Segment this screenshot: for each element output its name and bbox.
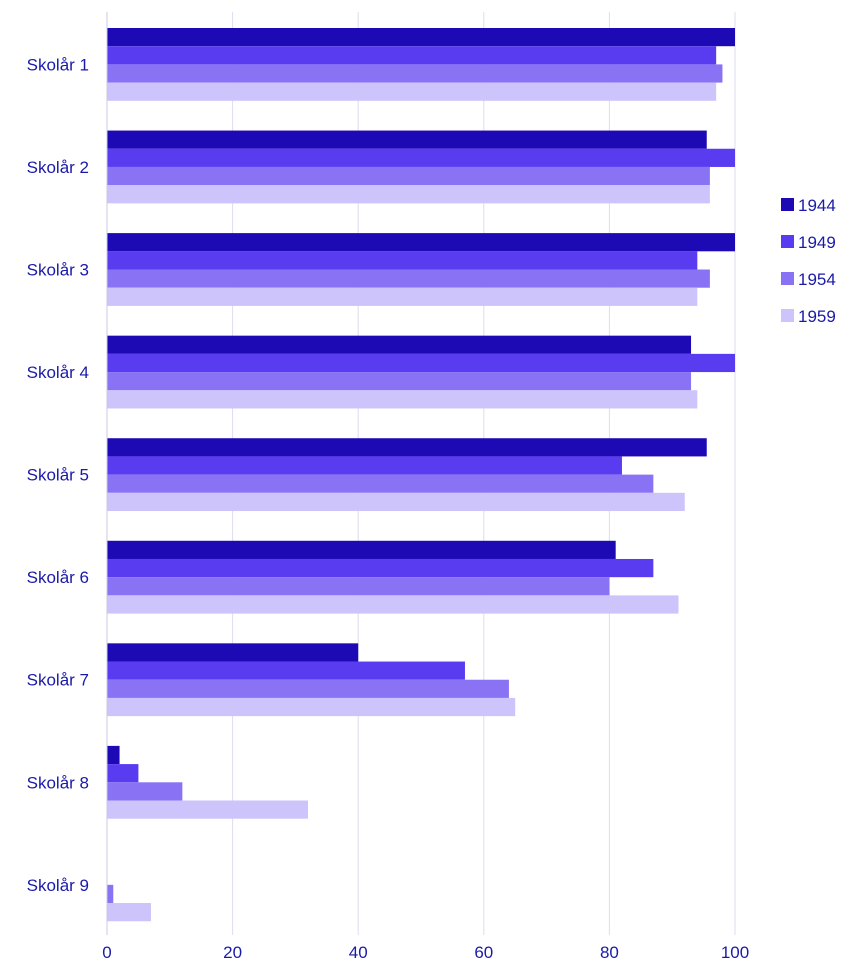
bar-1959-3 [107, 287, 698, 306]
category-label: Skolår 8 [27, 773, 89, 792]
bar-1944-4 [107, 335, 692, 354]
category-label: Skolår 9 [27, 876, 89, 895]
bar-1949-6 [107, 558, 654, 578]
bar-1954-2 [107, 166, 710, 186]
legend-label-1944: 1944 [798, 196, 836, 215]
bar-1954-7 [107, 679, 509, 698]
legend-swatch-1944 [781, 198, 794, 211]
bar-1944-6 [107, 540, 616, 559]
legend: 1944 1949 1954 1959 [781, 196, 836, 326]
category-label: Skolår 7 [27, 671, 89, 690]
category-label: Skolår 3 [27, 261, 89, 280]
category-labels: Skolår 1 Skolår 2 Skolår 3 Skolår 4 Skolår 5… [27, 55, 89, 894]
x-tick-label: 20 [223, 943, 242, 962]
x-tick-label: 0 [102, 943, 111, 962]
category-label: Skolår 6 [27, 568, 89, 587]
bar-1949-5 [107, 456, 622, 475]
bar-1954-9 [107, 884, 114, 904]
bar-1954-8 [107, 782, 183, 801]
category-label: Skolår 1 [27, 55, 89, 74]
bar-1959-7 [107, 697, 516, 717]
legend-swatch-1954 [781, 272, 794, 285]
bar-1944-7 [107, 643, 359, 662]
legend-swatch-1949 [781, 235, 794, 248]
category-label: Skolår 4 [27, 363, 89, 382]
x-tick-labels: 0 20 40 60 80 100 [102, 943, 749, 962]
x-tick-label: 80 [600, 943, 619, 962]
bar-1949-7 [107, 661, 465, 680]
bar-1959-8 [107, 800, 308, 819]
category-label: Skolår 5 [27, 466, 89, 485]
bar-1954-5 [107, 474, 654, 493]
bar-1954-3 [107, 269, 710, 288]
bar-1959-6 [107, 595, 679, 614]
bar-1954-6 [107, 577, 610, 596]
legend-swatch-1959 [781, 309, 794, 322]
bar-1944-5 [107, 438, 707, 457]
bar-1944-3 [107, 233, 735, 252]
bar-1949-3 [107, 251, 698, 270]
bar-1959-5 [107, 492, 685, 512]
category-label: Skolår 2 [27, 158, 89, 177]
bar-1959-9 [107, 903, 151, 922]
bar-1944-8 [107, 745, 120, 765]
x-tick-label: 60 [474, 943, 493, 962]
legend-label-1949: 1949 [798, 233, 836, 252]
legend-label-1959: 1959 [798, 307, 836, 326]
bar-1959-4 [107, 390, 698, 409]
bar-1949-1 [107, 46, 717, 65]
bar-1959-2 [107, 185, 710, 204]
x-tick-label: 100 [721, 943, 749, 962]
bar-1944-1 [107, 28, 735, 47]
bar-1954-1 [107, 64, 723, 83]
bar-1954-4 [107, 372, 692, 391]
bar-1949-4 [107, 353, 735, 373]
legend-label-1954: 1954 [798, 270, 836, 289]
bars [107, 28, 735, 922]
bar-1944-2 [107, 130, 707, 149]
bar-1949-8 [107, 764, 139, 783]
bar-1949-2 [107, 148, 735, 167]
x-tick-label: 40 [349, 943, 368, 962]
bar-1959-1 [107, 82, 717, 101]
